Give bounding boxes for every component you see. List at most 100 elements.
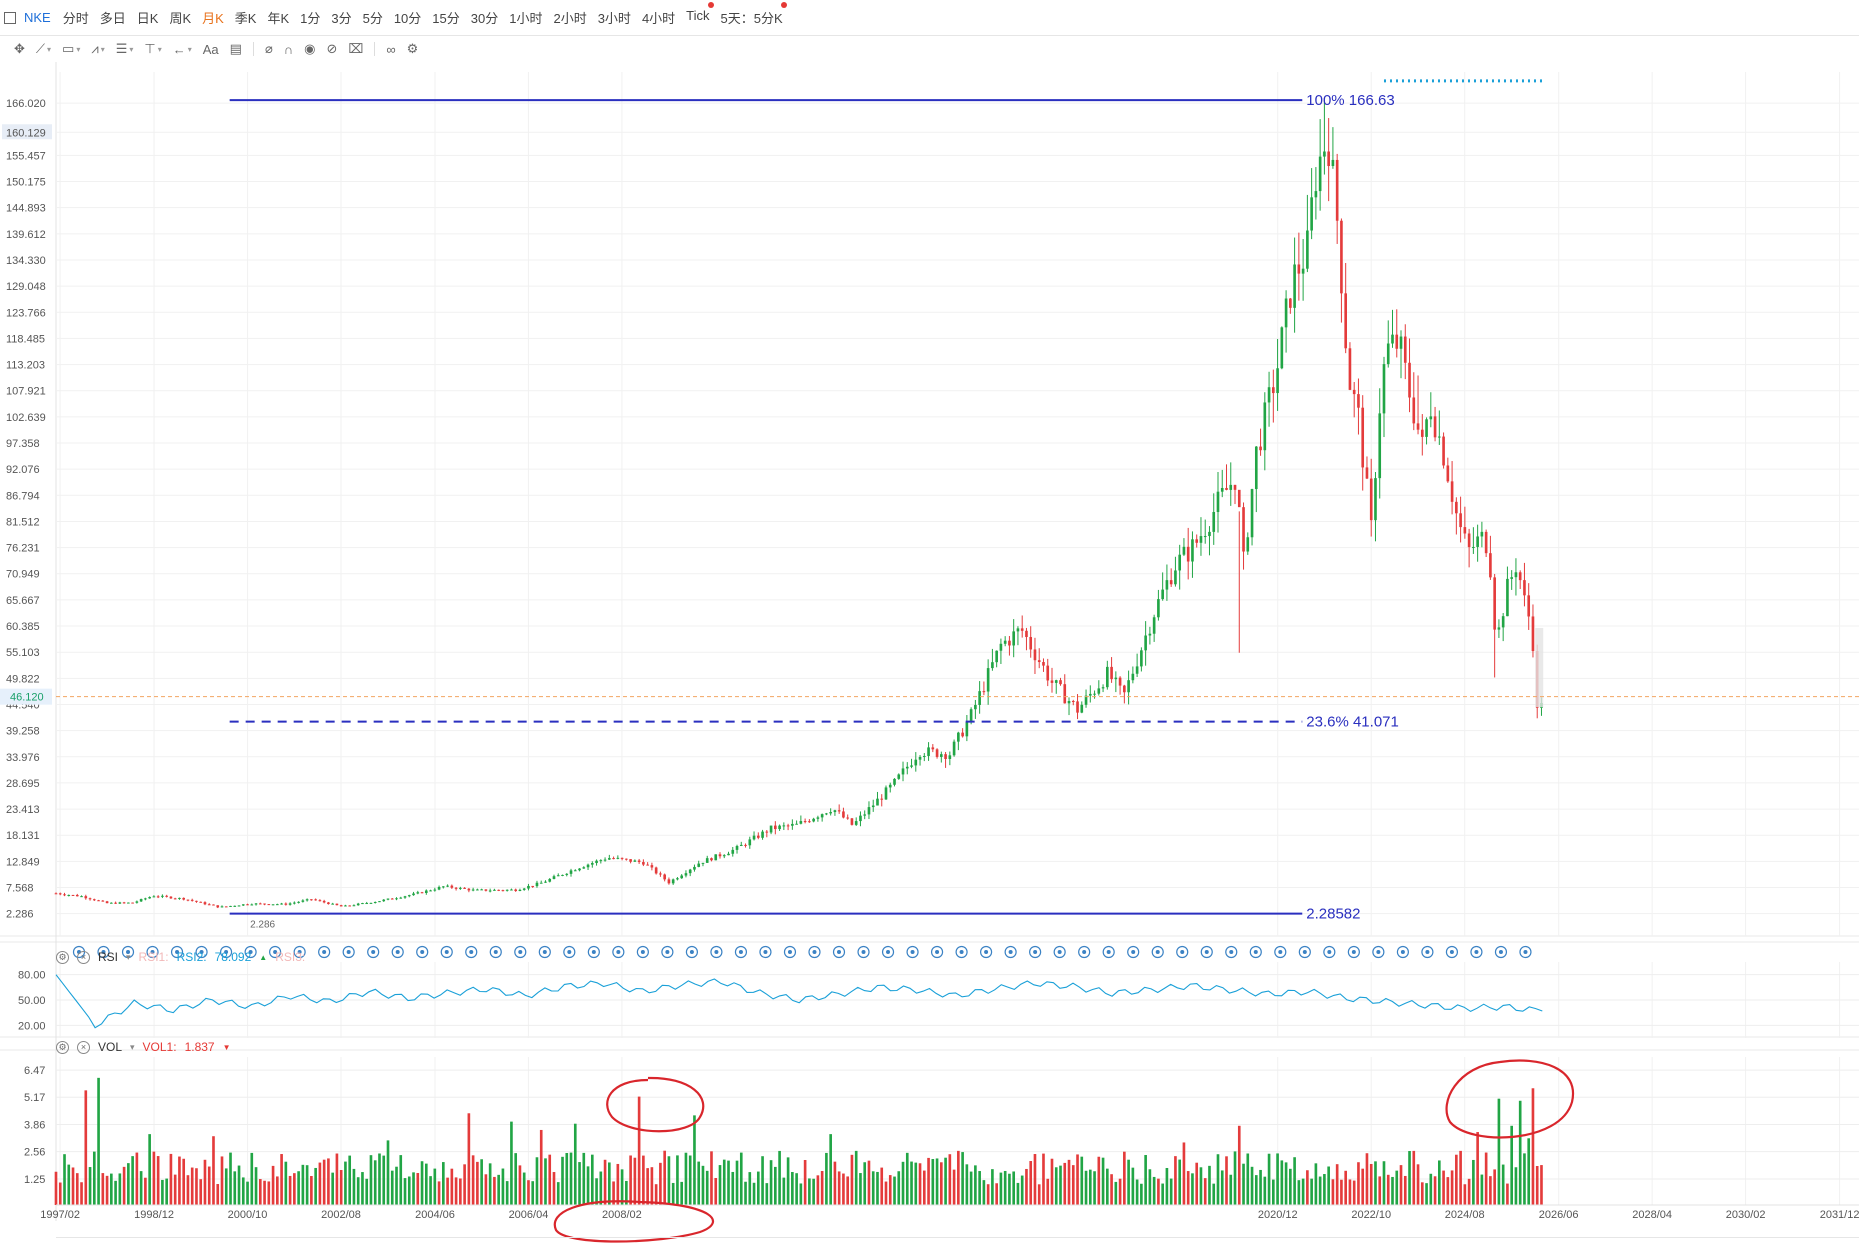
link-icon[interactable]: ∞ [386,41,396,57]
volume-bar [982,1180,986,1205]
event-marker-dot [1057,950,1062,954]
panel-toggle-icon[interactable] [4,11,16,24]
period-option[interactable]: 3分 [331,11,352,26]
period-option[interactable]: 5天：5分K [721,2,787,27]
volume-bar [697,1161,701,1205]
period-option[interactable]: 周K [169,11,192,26]
volume-bar [539,1129,543,1205]
pattern-tool-icon[interactable]: ⩘ ▾ [91,41,105,56]
close-icon[interactable]: × [77,1040,90,1054]
volume-bar [595,1178,598,1205]
time-tick-label: 2030/02 [1726,1209,1766,1221]
chevron-down-icon[interactable]: ▾ [130,1041,135,1052]
event-marker-dot [1008,950,1013,954]
candle-body [884,787,888,800]
volume-bar [1276,1153,1279,1205]
period-option[interactable]: 5分 [362,11,383,26]
period-option[interactable]: 2小时 [553,11,587,26]
period-option[interactable]: 日K [136,11,159,26]
price-tick-label: 65.667 [6,595,40,607]
period-option[interactable]: 1小时 [509,11,543,26]
volume-bar [1046,1178,1050,1205]
volume-bar [829,1134,832,1205]
event-marker [980,945,993,959]
rsi-tick-label: 20.00 [18,1020,46,1032]
magnet-icon[interactable]: ∩ [283,41,294,57]
candle-body [190,899,194,901]
settings-icon[interactable]: ⚙ [56,1040,69,1054]
volume-bar [808,1178,811,1205]
bottom-scroll-strip[interactable] [56,1237,1859,1253]
event-marker-dot [1155,950,1160,954]
candle-body [480,889,483,891]
candle-body [1237,489,1241,508]
volume-bar [1135,1179,1139,1205]
hide-icon[interactable]: ⊘ [326,41,338,56]
period-option[interactable]: 月K [202,11,224,26]
arrow-tool-icon[interactable]: ← ▾ [172,41,192,57]
volume-bar [186,1175,190,1205]
rect-tool-icon[interactable]: ▭ ▾ [62,41,81,56]
period-option[interactable]: 年K [267,11,290,26]
period-option[interactable]: 分时 [62,11,89,26]
rsi-title[interactable]: RSI [98,950,119,964]
period-option[interactable]: 4小时 [641,11,676,26]
vol-title[interactable]: VOL [98,1040,123,1054]
chart-canvas[interactable]: 100% 166.63 23.6% 41.071 2.28582 2.286 166.… [0,62,1859,1253]
comment-icon[interactable]: ▤ [229,41,242,56]
volume-bar [80,1182,83,1205]
volume-bar [1484,1152,1488,1205]
trash-icon[interactable]: ⌧ [348,41,364,56]
period-option[interactable]: 15分 [432,11,460,26]
time-tick-label: 2026/06 [1539,1209,1579,1221]
symbol-label[interactable]: NKE [24,10,51,25]
chart-grid [0,62,1859,1221]
candle-body [1497,627,1501,630]
eraser-icon[interactable]: ⌀ [264,41,273,56]
line-tool-icon[interactable]: ⟋ ▾ [35,41,52,56]
period-option[interactable]: 1分 [300,11,321,26]
volume-bar [914,1162,918,1205]
volume-bar [573,1123,577,1205]
candle-body [816,817,820,819]
volume-bar [1020,1175,1024,1205]
candle-body [1420,429,1424,437]
volume-bar [395,1166,398,1205]
fibonacci-retracement[interactable]: 100% 166.63 23.6% 41.071 2.28582 2.286 [229,79,1543,931]
period-option[interactable]: 10分 [393,11,422,26]
text-label-tool[interactable]: Aa [202,41,219,57]
candle-body [1267,387,1271,403]
period-option[interactable]: 3小时 [597,11,631,26]
fib-tool-icon[interactable]: ☰ ▾ [115,41,134,56]
candle-body [569,870,573,874]
close-icon[interactable]: × [77,950,90,964]
period-option[interactable]: 30分 [470,11,499,26]
volume-bar [207,1166,211,1205]
period-option[interactable]: 季K [234,11,257,26]
period-option[interactable]: Tick [686,2,714,27]
period-option[interactable]: 多日 [99,11,126,26]
volume-bar [216,1184,220,1205]
volume-bar [161,1179,164,1205]
settings-icon[interactable]: ⚙ [56,950,69,964]
settings-icon[interactable]: ⚙ [406,41,419,56]
event-marker-dot [1253,950,1258,954]
candle-body [1523,580,1526,596]
candle-body [974,704,977,710]
event-marker [170,945,184,959]
volume-bar [139,1171,143,1205]
volume-bar [1425,1183,1428,1205]
eye-icon[interactable]: ◉ [304,41,316,56]
volume-bar [918,1163,922,1205]
chevron-down-icon[interactable]: ▾ [126,951,131,962]
crosshair-icon[interactable]: ✥ [14,41,25,56]
candle-body [1506,578,1509,617]
rsi-line [55,974,1543,1029]
event-marker-dot [1498,950,1503,954]
text-tool-icon[interactable]: ⊤ ▾ [144,41,162,56]
time-tick-label: 2000/10 [228,1209,268,1221]
event-marker-dot [469,950,474,954]
volume-bar [250,1152,254,1205]
candle-body [761,831,764,838]
volume-bar [148,1134,151,1205]
